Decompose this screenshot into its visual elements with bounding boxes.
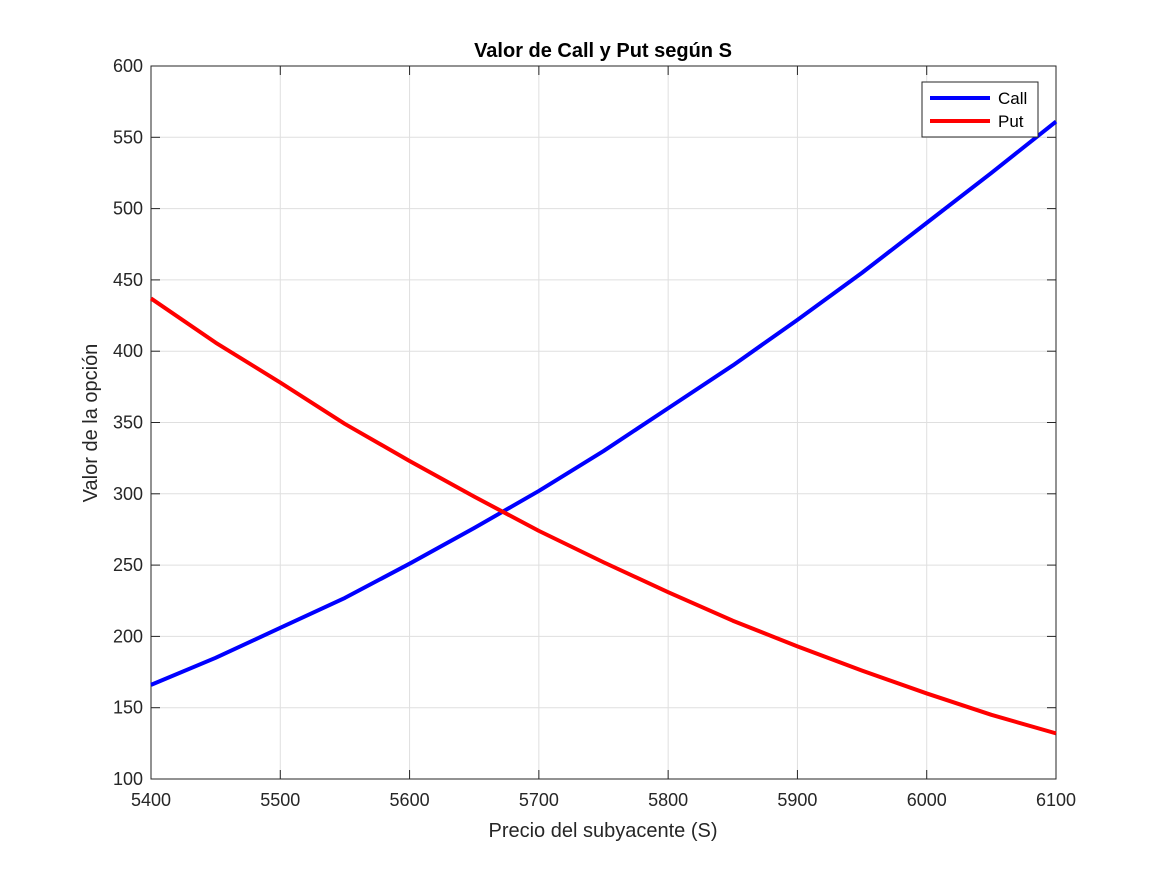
y-tick-label: 400: [113, 341, 143, 361]
y-tick-label: 550: [113, 127, 143, 147]
series-lines: [149, 120, 1058, 736]
axis-ticks: 5400 5500 5600 5700 5800 5900 6000 6100 100 150 20…: [113, 56, 1076, 810]
y-tick-label: 450: [113, 270, 143, 290]
series-line-put: [149, 296, 1057, 736]
legend-put-label: Put: [998, 112, 1024, 131]
legend: Call Put: [921, 81, 1039, 138]
y-tick-label: 100: [113, 769, 143, 789]
y-tick-label: 200: [113, 626, 143, 646]
y-tick-label: 350: [113, 413, 143, 433]
x-tick-label: 6100: [1036, 790, 1076, 810]
y-axis-label: Valor de la opción: [80, 344, 102, 503]
y-tick-label: 300: [113, 484, 143, 504]
x-axis-label: Precio del subyacente (S): [488, 820, 717, 842]
series-line-call: [150, 120, 1058, 687]
x-tick-label: 5600: [390, 790, 430, 810]
y-tick-label: 250: [113, 555, 143, 575]
y-tick-label: 150: [113, 698, 143, 718]
x-tick-label: 6000: [907, 790, 947, 810]
y-tick-label: 600: [113, 56, 143, 76]
chart-title: Valor de Call y Put según S: [474, 40, 732, 62]
x-tick-label: 5900: [777, 790, 817, 810]
legend-box: [921, 81, 1039, 138]
legend-call-label: Call: [998, 89, 1027, 108]
y-tick-label: 500: [113, 199, 143, 219]
x-tick-label: 5500: [260, 790, 300, 810]
x-tick-label: 5400: [131, 790, 171, 810]
x-tick-label: 5800: [648, 790, 688, 810]
x-tick-label: 5700: [519, 790, 559, 810]
